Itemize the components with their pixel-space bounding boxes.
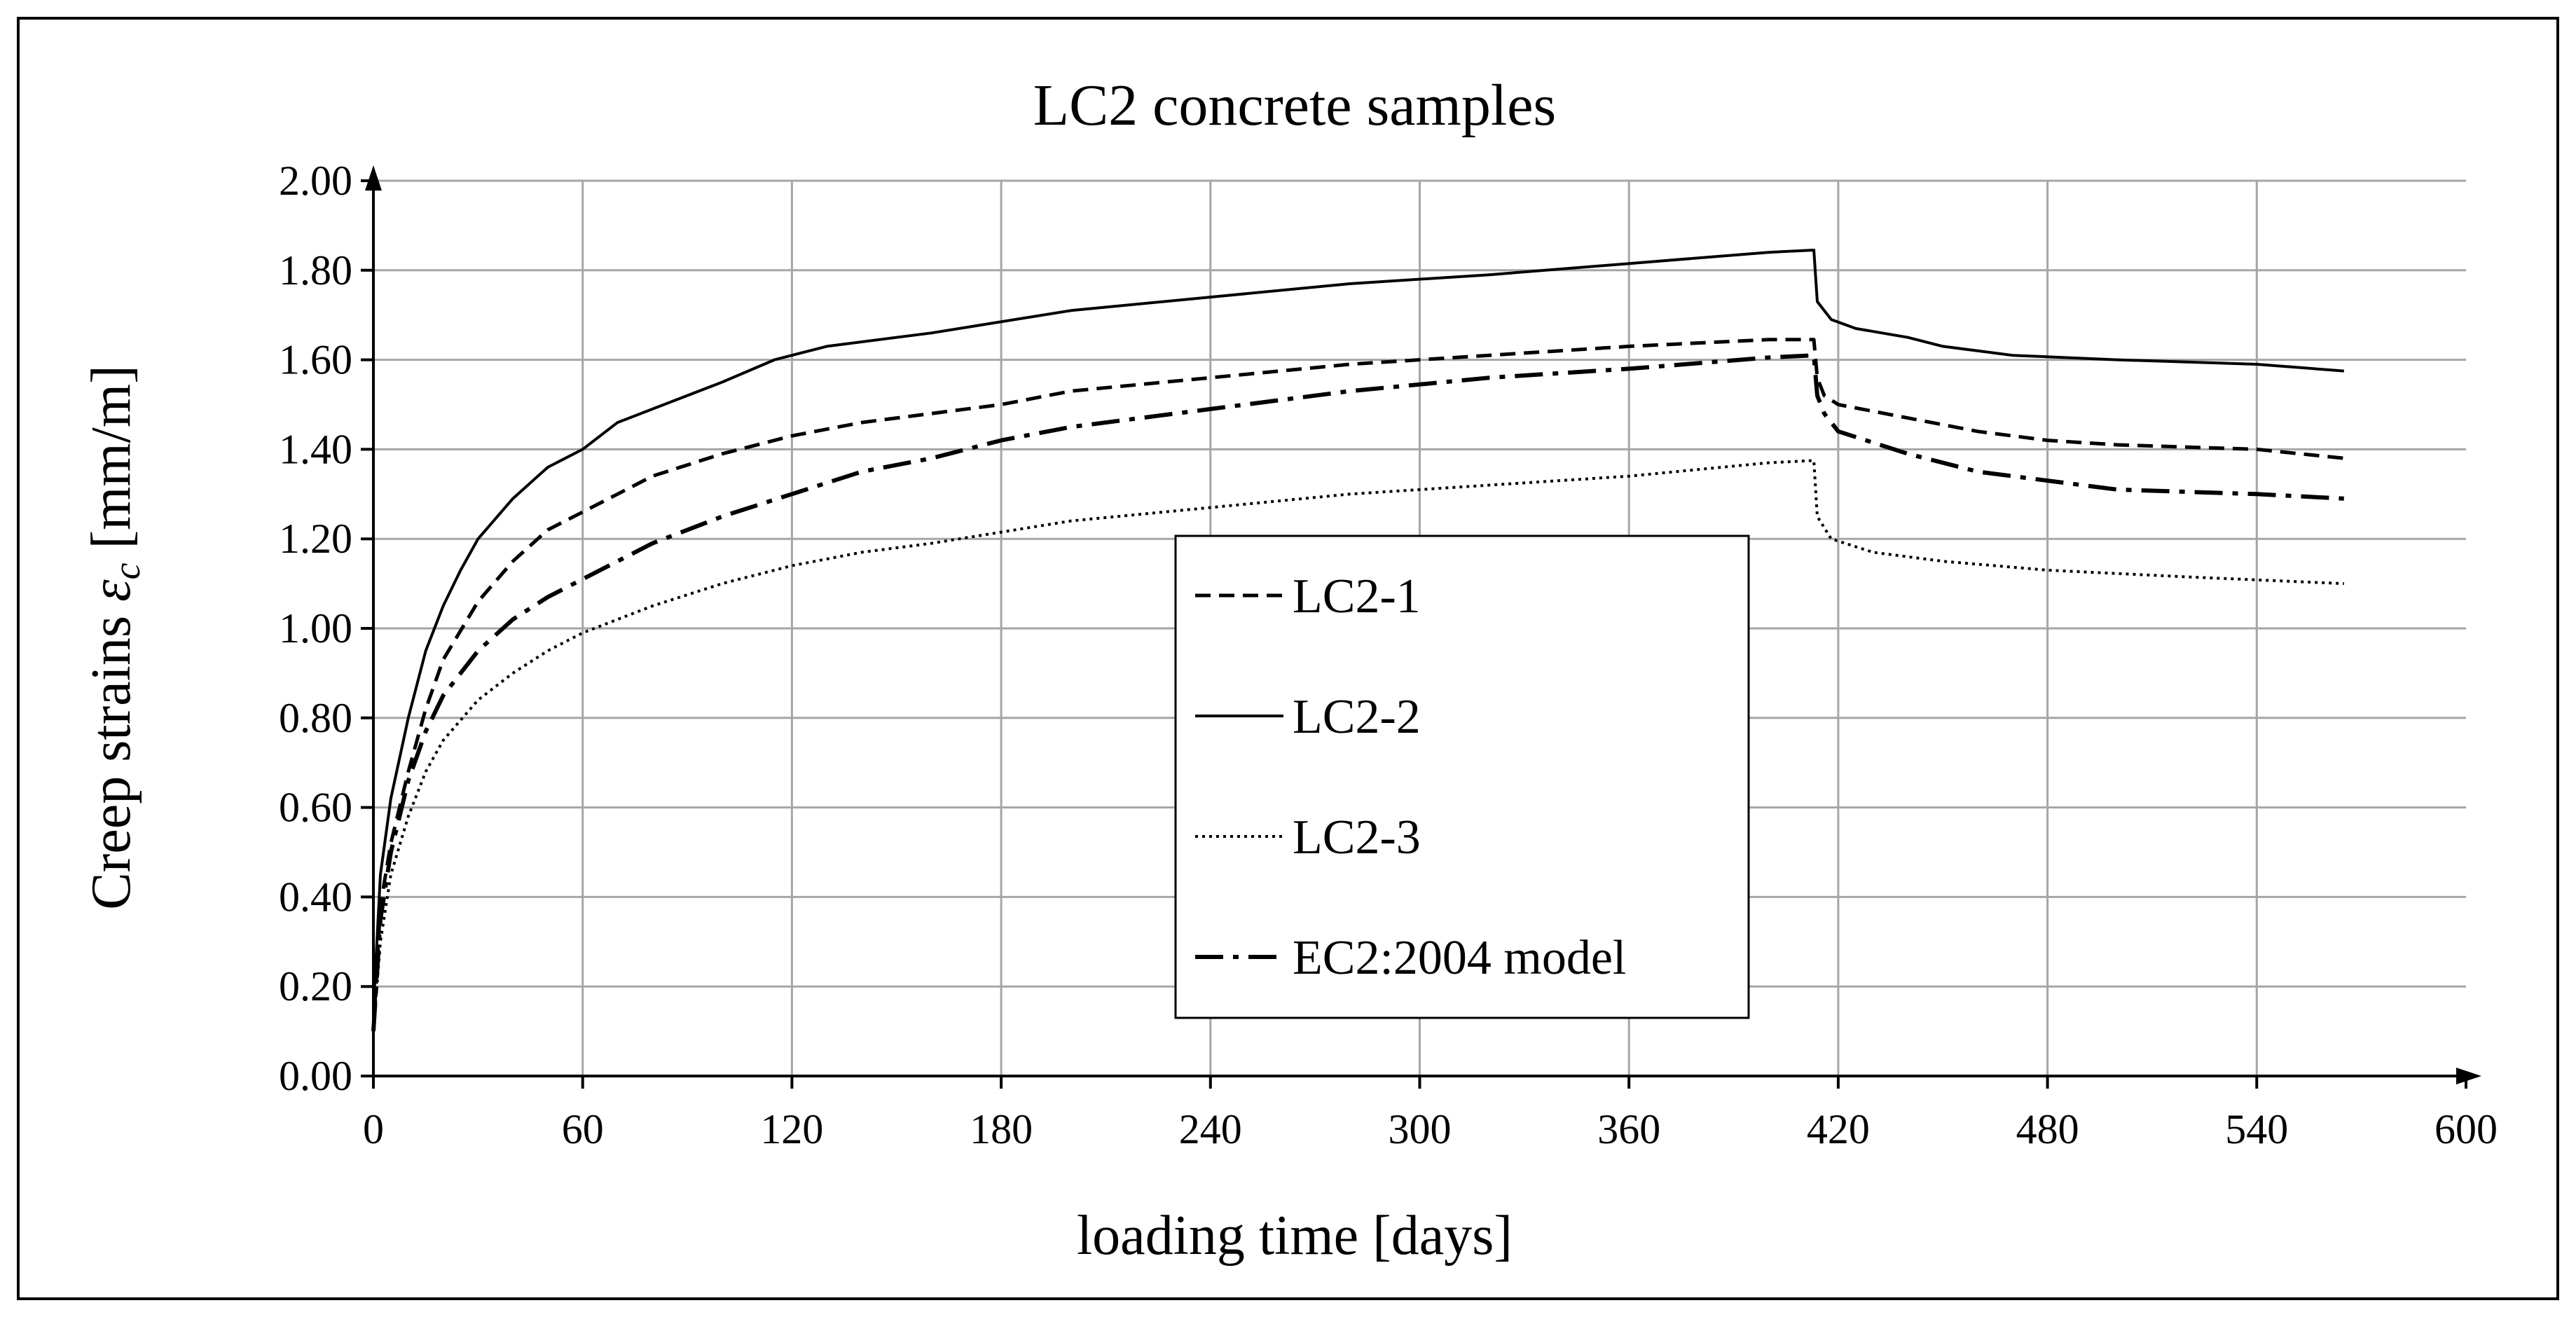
x-tick-label: 480 xyxy=(2016,1106,2079,1152)
x-tick-label: 600 xyxy=(2434,1106,2498,1152)
grid-layer xyxy=(373,179,2466,1076)
y-tick-label: 1.40 xyxy=(279,426,352,472)
legend-box xyxy=(1174,535,1750,1019)
x-tick-label: 240 xyxy=(1179,1106,1242,1152)
y-tick-label: 0.40 xyxy=(279,874,352,920)
x-tick-label: 300 xyxy=(1389,1106,1452,1152)
legend-label: LC2-1 xyxy=(1293,570,1421,623)
x-tick-label: 60 xyxy=(562,1106,604,1152)
legend: LC2-1 LC2-2 LC2-3 EC2:2004 model xyxy=(1174,535,1750,1019)
legend-items: LC2-1 LC2-2 LC2-3 EC2:2004 model xyxy=(1195,570,1626,985)
x-tick-label: 120 xyxy=(760,1106,823,1152)
series-line-lc2-3 xyxy=(372,459,2344,1032)
x-tick-label: 180 xyxy=(970,1106,1033,1152)
y-axis-title: Creep strains εc [mm/m] xyxy=(81,365,148,910)
y-tick-label: 1.00 xyxy=(279,605,352,651)
legend-label: LC2-2 xyxy=(1293,690,1421,744)
x-axis-title: loading time [days] xyxy=(1077,1205,1513,1267)
y-tick-label: 1.20 xyxy=(279,516,352,562)
axis-layer xyxy=(361,165,2481,1089)
x-tick-label: 0 xyxy=(363,1106,384,1152)
series-layer xyxy=(371,249,2345,1032)
y-tick-labels: 0.00 0.20 0.40 0.60 0.80 1.00 1.20 1.40 1.60 1.80… xyxy=(279,158,352,1099)
series-line-ec2-2004-model xyxy=(371,353,2344,1032)
y-tick-label: 2.00 xyxy=(279,158,352,204)
y-tick-label: 0.20 xyxy=(279,963,352,1009)
y-tick-label: 0.00 xyxy=(279,1053,352,1099)
x-tick-labels: 0 60 120 180 240 300 360 420 480 540 600 xyxy=(363,1106,2498,1152)
legend-label: EC2:2004 model xyxy=(1293,931,1626,985)
x-tick-label: 360 xyxy=(1597,1106,1660,1152)
y-axis-title-prefix: Creep strains xyxy=(81,602,142,910)
chart-title: LC2 concrete samples xyxy=(1033,73,1556,138)
y-tick-label: 1.60 xyxy=(279,337,352,383)
y-axis-title-symbol: ε xyxy=(81,579,142,602)
legend-label: LC2-3 xyxy=(1293,811,1421,864)
y-tick-label: 0.60 xyxy=(279,785,352,831)
y-axis-title-suffix: [mm/m] xyxy=(81,365,142,563)
y-axis-title-subscript: c xyxy=(106,563,148,579)
y-tick-label: 1.80 xyxy=(279,247,352,294)
y-axis-arrowhead xyxy=(365,165,382,191)
y-tick-label: 0.80 xyxy=(279,695,352,741)
x-tick-label: 420 xyxy=(1807,1106,1870,1152)
x-tick-label: 540 xyxy=(2225,1106,2288,1152)
x-axis-arrowhead xyxy=(2456,1068,2481,1084)
series-line-lc2-1 xyxy=(371,338,2345,1032)
series-line-lc2-2 xyxy=(372,249,2344,1009)
